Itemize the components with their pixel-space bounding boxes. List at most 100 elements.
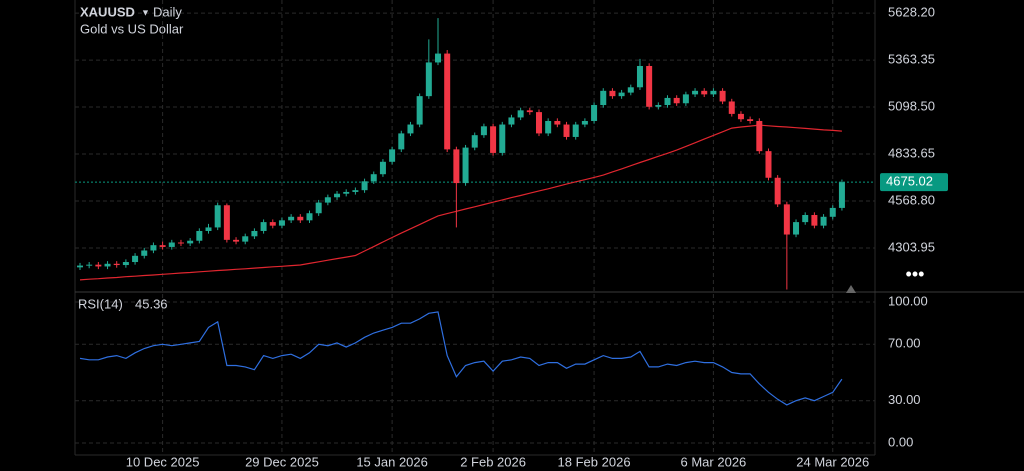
candle-body	[600, 90, 607, 106]
candle-body	[765, 151, 772, 178]
x-tick-label: 18 Feb 2026	[558, 454, 631, 469]
candle-body	[425, 62, 432, 97]
candle-body	[370, 174, 377, 182]
candle-body	[141, 250, 148, 256]
candle-body	[306, 213, 313, 221]
candle-body	[260, 222, 267, 231]
candle-body	[618, 92, 625, 97]
symbol[interactable]: XAUUSD	[80, 4, 135, 19]
candle-body	[223, 205, 230, 240]
subtitle: Gold vs US Dollar	[80, 21, 184, 36]
candle-body	[269, 222, 276, 226]
candle-body	[480, 126, 487, 136]
y-tick-label: 30.00	[888, 392, 921, 407]
candle-body	[196, 230, 203, 241]
candle-body	[187, 240, 194, 244]
candle-body	[278, 220, 285, 226]
y-tick-label: 70.00	[888, 336, 921, 351]
x-tick-label: 15 Jan 2026	[356, 454, 428, 469]
candle-body	[563, 124, 570, 137]
candle-body	[554, 120, 561, 125]
rsi-line	[79, 311, 843, 406]
x-tick-label: 29 Dec 2025	[245, 454, 319, 469]
candle-body	[508, 117, 515, 125]
candle-body	[535, 112, 542, 134]
candle-body	[682, 94, 689, 104]
candle-body	[636, 65, 643, 88]
candle-body	[774, 177, 781, 205]
candle-body	[132, 255, 139, 263]
candle-body	[334, 193, 341, 198]
candle-body	[829, 207, 836, 217]
candle-body	[756, 120, 763, 152]
candle-body	[104, 263, 111, 267]
candle-body	[122, 262, 129, 266]
candle-body	[783, 204, 790, 235]
candle-body	[545, 120, 552, 134]
candle-body	[572, 124, 579, 137]
scroll-marker[interactable]	[846, 285, 856, 293]
x-tick-label: 2 Feb 2026	[460, 454, 526, 469]
candle-body	[591, 105, 598, 121]
y-tick-label: 0.00	[888, 434, 913, 449]
candle-body	[811, 215, 818, 226]
candle-body	[692, 90, 699, 95]
candle-body	[288, 216, 295, 221]
candle-body	[793, 222, 800, 235]
candle-body	[159, 245, 166, 247]
candle-body	[435, 53, 442, 63]
candle-body	[471, 135, 478, 148]
candle-body	[655, 105, 662, 107]
rsi-value: 45.36	[135, 296, 168, 311]
candle-body	[627, 87, 634, 93]
candle-body	[86, 264, 93, 266]
more-menu[interactable]: •••	[906, 264, 925, 284]
candle-body	[820, 216, 827, 226]
candle-body	[701, 90, 708, 95]
candle-body	[168, 242, 175, 247]
y-tick-label: 5098.50	[888, 98, 935, 113]
labels-layer: XAUUSD ▼ Daily Gold vs US Dollar RSI(14)…	[78, 4, 948, 469]
x-tick-label: 6 Mar 2026	[681, 454, 747, 469]
y-tick-label: 5363.35	[888, 52, 935, 67]
candle-body	[664, 97, 671, 106]
candle-body	[407, 124, 414, 134]
candle-body	[462, 147, 469, 184]
candle-body	[361, 181, 368, 191]
candle-body	[177, 242, 184, 244]
candle-body	[352, 190, 359, 192]
candle-body	[499, 124, 506, 153]
candle-body	[233, 239, 240, 242]
candle-body	[609, 90, 616, 97]
candle-body	[76, 265, 83, 268]
y-tick-label: 4303.95	[888, 239, 935, 254]
y-tick-label: 100.00	[888, 293, 928, 308]
dropdown-icon[interactable]: ▼	[141, 7, 150, 17]
y-tick-label: 4568.80	[888, 192, 935, 207]
x-tick-label: 10 Dec 2025	[126, 454, 200, 469]
y-tick-label: 5628.20	[888, 5, 935, 20]
candle-body	[490, 126, 497, 153]
candle-body	[737, 113, 744, 120]
candle-body	[673, 97, 680, 104]
candle-body	[389, 149, 396, 162]
candle-body	[113, 263, 120, 266]
candle-body	[150, 245, 157, 251]
candle-body	[398, 133, 405, 150]
candle-body	[710, 90, 717, 95]
candle-body	[581, 120, 588, 125]
candle-body	[324, 197, 331, 203]
moving-average-line	[79, 124, 842, 281]
candle-body	[251, 230, 258, 237]
candle-body	[526, 110, 533, 113]
marks-layer	[76, 18, 845, 406]
interval[interactable]: Daily	[153, 4, 182, 19]
last-price-label: 4675.02	[886, 174, 933, 189]
candle-body	[343, 191, 350, 194]
candle-body	[315, 202, 322, 214]
candle-body	[838, 182, 845, 208]
candle-body	[416, 96, 423, 125]
candle-body	[453, 149, 460, 184]
